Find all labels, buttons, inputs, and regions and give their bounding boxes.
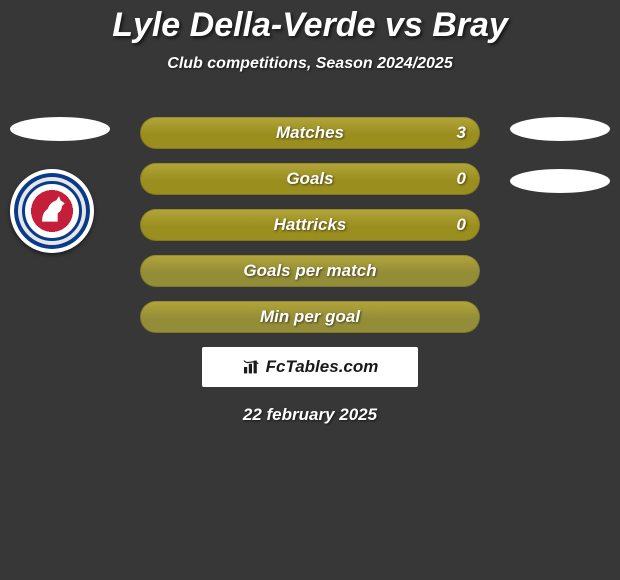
bar-chart-icon [242,359,262,375]
stat-bar: Matches3 [140,117,480,149]
stat-label: Min per goal [140,307,480,327]
page-title: Lyle Della-Verde vs Bray [0,0,620,45]
player-name-placeholder [510,169,610,193]
stat-value-right: 0 [457,215,466,235]
stat-value-right: 0 [457,169,466,189]
player-name-placeholder [10,117,110,141]
comparison-area: Matches3Goals0Hattricks0Goals per matchM… [0,117,620,425]
stat-bars: Matches3Goals0Hattricks0Goals per matchM… [140,117,480,333]
stat-bar: Goals0 [140,163,480,195]
horse-icon [35,193,69,227]
subtitle: Club competitions, Season 2024/2025 [0,55,620,73]
brand: FcTables.com [242,357,379,377]
stat-value-right: 3 [457,123,466,143]
stat-label: Goals per match [140,261,480,281]
stat-label: Goals [140,169,480,189]
player-name-placeholder [510,117,610,141]
date-text: 22 february 2025 [0,405,620,425]
brand-box[interactable]: FcTables.com [202,347,418,387]
brand-text: FcTables.com [266,357,379,377]
stat-bar: Min per goal [140,301,480,333]
club-badge [10,169,94,253]
right-player-column [510,117,610,221]
stat-bar: Goals per match [140,255,480,287]
stat-bar: Hattricks0 [140,209,480,241]
left-player-column [10,117,110,253]
stat-label: Matches [140,123,480,143]
stat-label: Hattricks [140,215,480,235]
